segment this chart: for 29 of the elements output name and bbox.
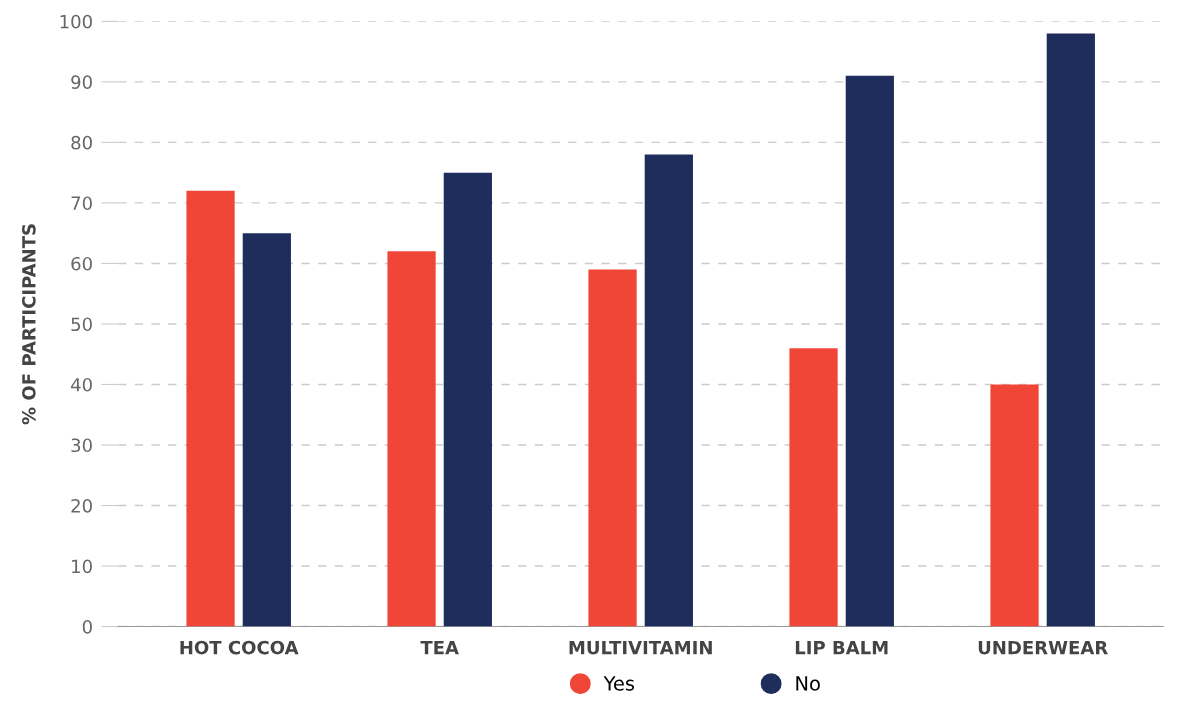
x-tick-label: MULTIVITAMIN [569,641,712,655]
x-tick-label: UNDERWEAR [978,641,1108,655]
y-tick-label: 100 [60,14,92,29]
bar [443,172,492,627]
bar [845,75,894,627]
x-tick-label: LIP BALM [795,641,888,655]
bar [1046,33,1095,627]
x-tick-label: HOT COCOA [180,640,299,655]
x-tick-label: TEA [420,641,459,655]
y-tick-label: 80 [71,135,92,150]
y-axis-title: % OF PARTICIPANTS [22,224,36,425]
bar [990,384,1039,627]
bar [588,269,637,627]
y-tick-label: 20 [71,498,92,513]
y-tick-label: 70 [71,196,92,211]
y-tick-label: 10 [72,559,92,574]
y-tick-label: 90 [71,75,92,89]
bar [644,154,693,627]
y-tick-label: 60 [71,256,92,271]
bar [242,233,291,627]
y-tick-label: 50 [71,317,92,332]
legend-label: No [796,676,820,691]
bar [387,251,436,627]
bar [186,190,235,627]
y-tick-label: 40 [71,377,92,392]
bar [789,348,838,627]
y-tick-label: 0 [82,620,92,634]
legend-label: Yes [603,676,635,691]
y-tick-label: 30 [71,438,92,453]
